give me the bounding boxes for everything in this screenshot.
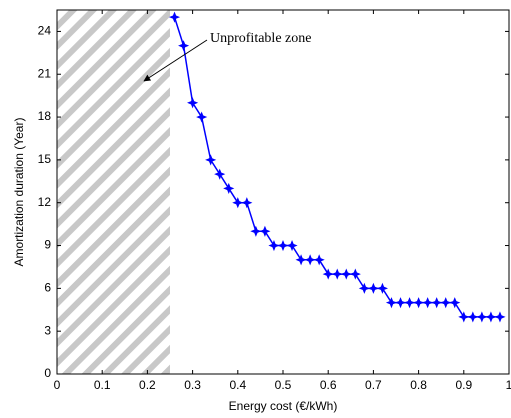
marker (187, 97, 199, 109)
marker (476, 311, 488, 323)
y-tick-label: 21 (38, 66, 52, 80)
annotation: Unprofitable zone (210, 31, 311, 46)
marker (196, 111, 208, 123)
marker (277, 239, 289, 252)
marker (214, 168, 226, 180)
marker (205, 154, 217, 166)
shaded-region (57, 10, 170, 374)
y-tick-label: 3 (44, 323, 51, 337)
marker (241, 197, 253, 209)
marker (304, 254, 316, 266)
marker (413, 297, 425, 309)
marker (367, 282, 379, 294)
x-tick-label: 0.7 (365, 378, 382, 392)
marker (440, 297, 452, 309)
x-tick-label: 0 (54, 378, 61, 392)
marker (394, 297, 407, 309)
marker (431, 297, 443, 309)
marker (467, 311, 479, 323)
y-tick-label: 9 (44, 238, 51, 252)
x-tick-label: 0.3 (184, 378, 201, 392)
marker (232, 197, 244, 209)
marker (331, 268, 343, 280)
marker (385, 297, 398, 309)
y-tick-label: 24 (38, 24, 52, 38)
marker (422, 297, 434, 309)
marker (449, 297, 461, 309)
x-tick-label: 0.1 (94, 378, 111, 392)
marker (177, 40, 190, 52)
y-axis-label: Amortization duration (Year) (12, 118, 26, 267)
marker (322, 268, 334, 280)
marker (340, 268, 352, 280)
marker (376, 282, 389, 294)
x-tick-label: 0.8 (410, 378, 427, 392)
marker (349, 268, 361, 280)
y-tick-label: 15 (38, 152, 52, 166)
marker (458, 311, 470, 323)
x-tick-label: 0.2 (139, 378, 156, 392)
marker (259, 225, 271, 237)
y-tick-label: 0 (44, 366, 51, 380)
x-tick-label: 0.9 (455, 378, 472, 392)
marker (250, 225, 262, 237)
marker (268, 239, 280, 252)
marker (223, 182, 235, 194)
marker (295, 254, 307, 266)
y-tick-label: 18 (38, 109, 52, 123)
marker (485, 311, 497, 323)
marker (403, 297, 416, 309)
x-tick-label: 0.4 (229, 378, 246, 392)
annotation-arrow (143, 39, 208, 82)
y-tick-label: 6 (44, 281, 51, 295)
x-tick-label: 1 (506, 378, 511, 392)
marker (313, 254, 325, 266)
y-tick-label: 12 (38, 195, 52, 209)
x-tick-label: 0.5 (275, 378, 292, 392)
x-axis-label: Energy cost (€/kWh) (229, 399, 338, 413)
marker (494, 311, 506, 323)
marker (286, 239, 298, 252)
marker (168, 11, 181, 23)
x-tick-label: 0.6 (320, 378, 337, 392)
marker (358, 282, 370, 294)
